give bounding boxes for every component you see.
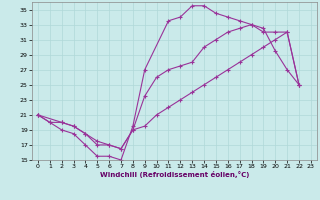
X-axis label: Windchill (Refroidissement éolien,°C): Windchill (Refroidissement éolien,°C) xyxy=(100,171,249,178)
